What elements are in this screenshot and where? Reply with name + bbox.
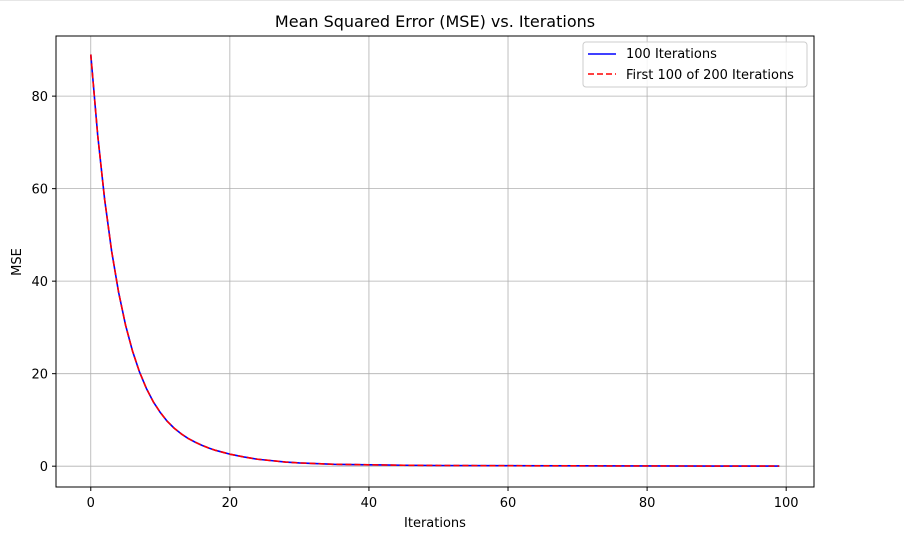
- legend-label-first-100-of-200: First 100 of 200 Iterations: [626, 68, 794, 83]
- series-line-100-iterations: [89, 54, 780, 467]
- y-axis-label: MSE: [10, 248, 25, 276]
- legend: 100 Iterations First 100 of 200 Iteratio…: [582, 41, 808, 88]
- series-layer: [89, 54, 780, 467]
- grid-layer: [56, 36, 814, 487]
- legend-box: [582, 41, 808, 88]
- x-tick-label: 60: [500, 496, 517, 511]
- x-tick-label: 20: [222, 496, 239, 511]
- x-tick-label: 100: [774, 496, 799, 511]
- y-tick-label: 20: [31, 368, 48, 383]
- legend-label-100-iterations: 100 Iterations: [626, 47, 717, 62]
- y-tick-label: 60: [31, 183, 48, 198]
- y-tick-label: 0: [40, 460, 48, 475]
- x-tick-label: 0: [87, 496, 95, 511]
- x-tick-label: 80: [639, 496, 656, 511]
- chart-title: Mean Squared Error (MSE) vs. Iterations: [275, 12, 595, 31]
- tick-layer: 0 20 40 60 80 100 0 20 40 60 80: [31, 90, 798, 511]
- plot-frame: [55, 35, 815, 488]
- y-tick-label: 40: [31, 275, 48, 290]
- y-tick-label: 80: [31, 90, 48, 105]
- x-axis-label: Iterations: [404, 516, 466, 531]
- series-line-first-100-of-200-iterations: [89, 54, 780, 467]
- x-tick-label: 40: [361, 496, 378, 511]
